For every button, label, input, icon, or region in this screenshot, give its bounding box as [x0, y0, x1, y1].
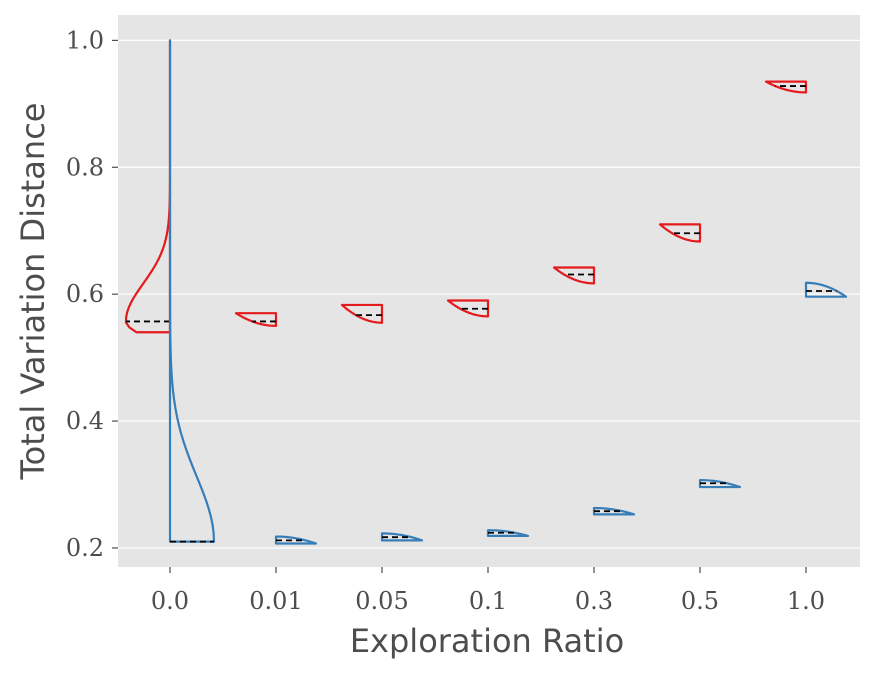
y-tick-label: 0.8 — [66, 153, 104, 181]
x-axis-ticks: 0.0 0.01 0.05 0.1 0.3 0.5 1.0 — [151, 567, 825, 615]
violin-shape — [552, 266, 596, 285]
violin-shape — [658, 223, 702, 243]
y-axis-ticks: 0.2 0.4 0.6 0.8 1.0 — [66, 26, 118, 562]
y-axis-label: Total Variation Distance — [14, 103, 52, 481]
violin-shape — [486, 529, 530, 538]
x-tick-label: 0.0 — [151, 587, 189, 615]
violin-shape — [804, 281, 848, 298]
grid-lines — [118, 39, 860, 549]
x-tick-label: 0.3 — [575, 587, 613, 615]
violins — [124, 39, 848, 545]
y-tick-label: 0.6 — [66, 280, 104, 308]
plot-background — [118, 15, 860, 567]
violin-shape — [234, 312, 278, 327]
y-tick-label: 0.4 — [66, 407, 104, 435]
violin-shape — [698, 478, 742, 489]
x-axis-label: Exploration Ratio — [350, 622, 624, 660]
violin-shape — [340, 303, 384, 324]
violin-shape — [446, 299, 490, 318]
x-tick-label: 0.01 — [249, 587, 302, 615]
x-tick-label: 0.5 — [681, 587, 719, 615]
y-tick-label: 1.0 — [66, 26, 104, 54]
violin-shape — [380, 532, 424, 542]
y-tick-label: 0.2 — [66, 534, 104, 562]
x-tick-label: 0.05 — [355, 587, 408, 615]
violin-shape — [168, 39, 216, 543]
x-tick-label: 0.1 — [469, 587, 507, 615]
x-tick-label: 1.0 — [787, 587, 825, 615]
violin-shape — [764, 80, 808, 94]
violin-shape — [274, 535, 318, 545]
violin-shape — [592, 506, 636, 516]
